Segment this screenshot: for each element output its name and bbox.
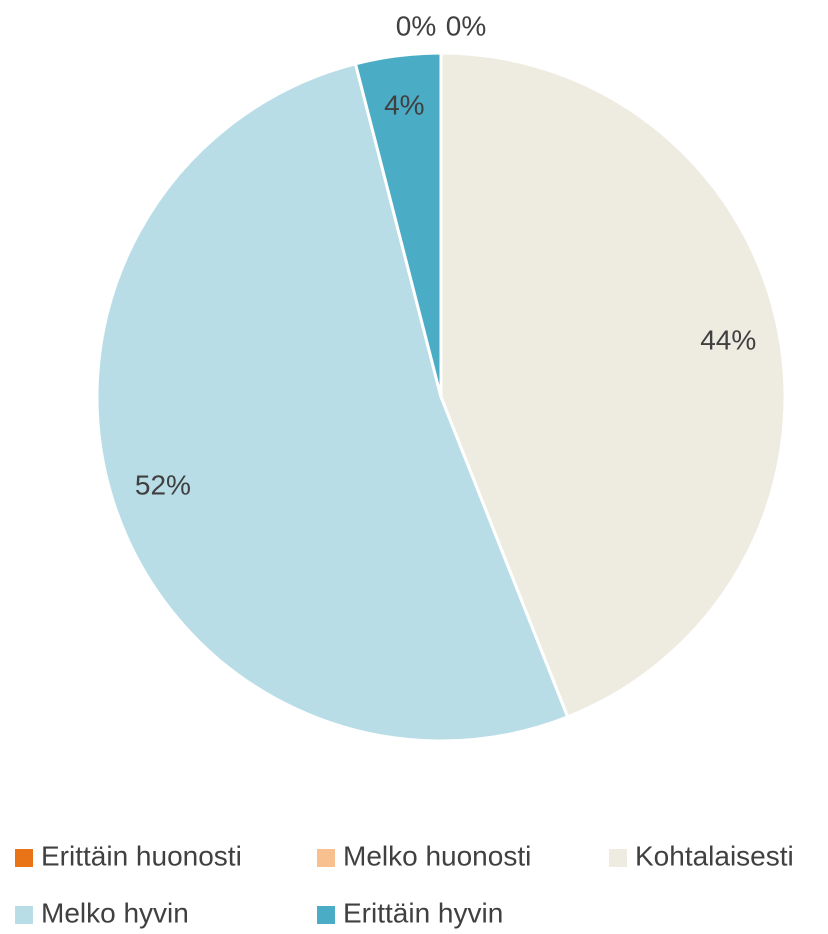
legend-label: Erittäin huonosti: [41, 840, 242, 871]
legend-swatch: [15, 906, 33, 924]
legend-swatch: [317, 849, 335, 867]
pie-slice: [95, 61, 570, 743]
data-label: 4%: [384, 89, 424, 120]
legend-swatch: [15, 849, 33, 867]
legend-swatch: [609, 849, 627, 867]
pie-slice: [439, 51, 787, 719]
legend-label: Erittäin hyvin: [343, 897, 503, 928]
legend-swatch: [317, 906, 335, 924]
legend-label: Melko huonosti: [343, 840, 531, 871]
data-label: 52%: [135, 470, 191, 501]
legend-label: Kohtalaisesti: [635, 840, 794, 871]
pie-slice: [353, 51, 443, 398]
data-label: 0%: [446, 10, 486, 41]
data-label: 44%: [700, 325, 756, 356]
legend-label: Melko hyvin: [41, 897, 189, 928]
data-label: 0%: [396, 10, 436, 41]
